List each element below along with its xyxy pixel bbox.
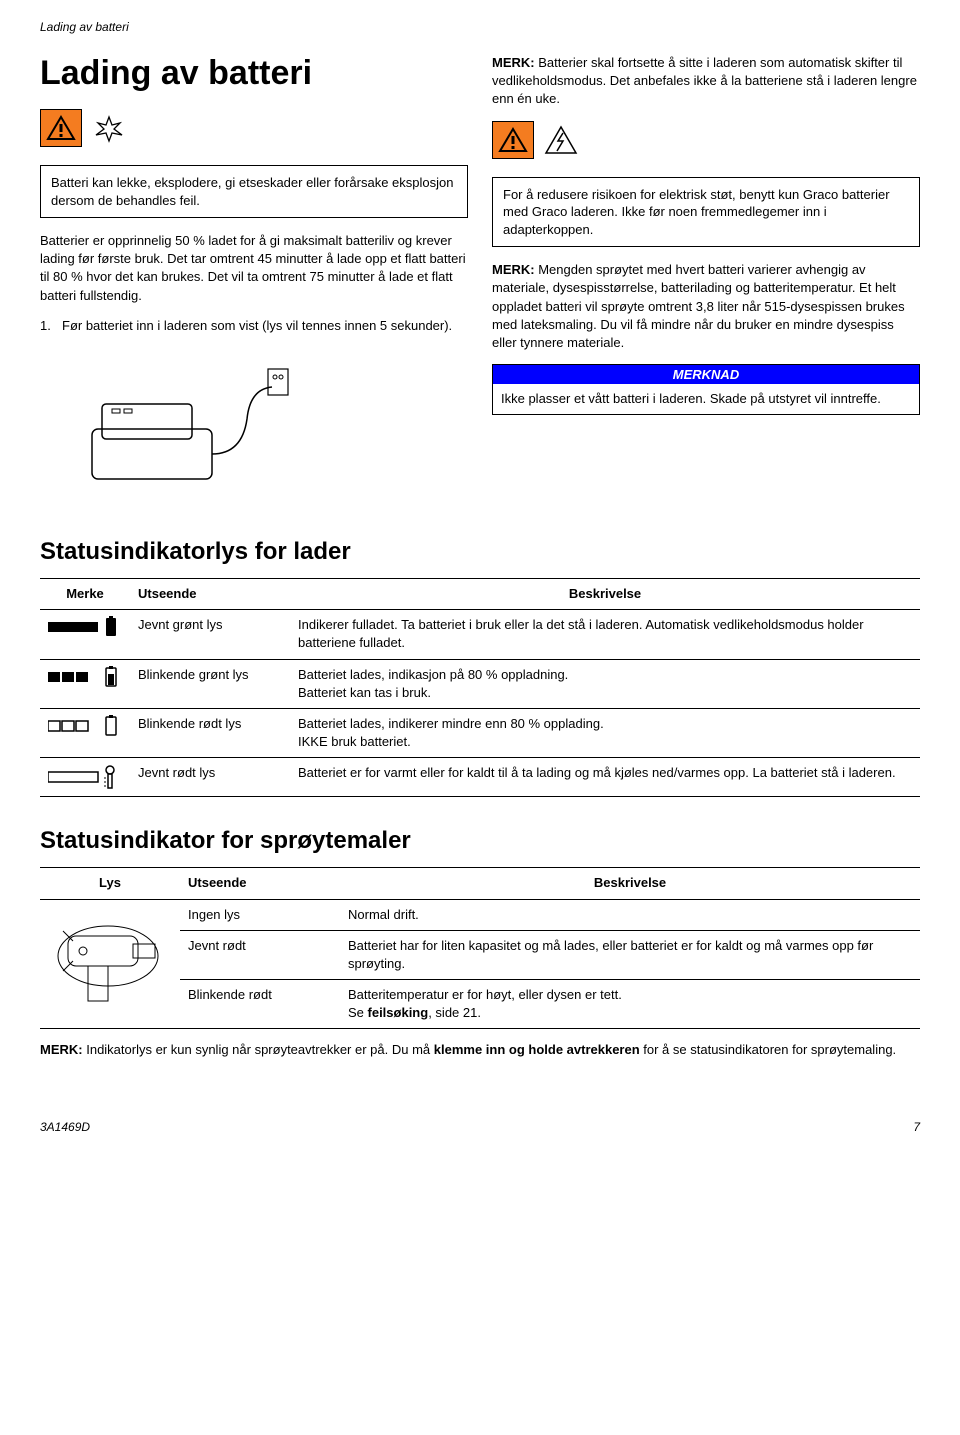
- t1-desc-1: Batteriet lades, indikasjon på 80 % oppl…: [290, 659, 920, 708]
- t1-h2: Utseende: [130, 579, 290, 610]
- table-row: Blinkende rødt lys Batteriet lades, indi…: [40, 708, 920, 757]
- t2-desc-1: Batteriet har for liten kapasitet og må …: [340, 930, 920, 979]
- shock-icon: [542, 122, 580, 158]
- t1-look-2: Blinkende rødt lys: [130, 708, 290, 757]
- indicator-icon-blink-green: [48, 666, 122, 688]
- warning-box-left: Batteri kan lekke, eksplodere, gi etsesk…: [40, 165, 468, 218]
- merknad-box: MERKNAD Ikke plasser et vått batteri i l…: [492, 364, 920, 415]
- t2-look-1: Jevnt rødt: [180, 930, 340, 979]
- warning-icons-left: [40, 109, 468, 147]
- warning-icons-right: [492, 121, 920, 159]
- footer-doc-id: 3A1469D: [40, 1120, 90, 1134]
- step-1-number: 1.: [40, 317, 62, 335]
- section1-title: Statusindikatorlys for lader: [40, 538, 920, 566]
- intro-merk-label: MERK:: [492, 55, 535, 70]
- t2-look-0: Ingen lys: [180, 899, 340, 930]
- charger-illustration: [62, 349, 302, 499]
- t2-look-2: Blinkende rødt: [180, 980, 340, 1029]
- warning-box-right: For å redusere risikoen for elektrisk st…: [492, 177, 920, 248]
- warning-triangle-icon: [40, 109, 82, 147]
- sprayer-status-table: Lys Utseende Beskrivelse: [40, 867, 920, 1029]
- table-row: Blinkende grønt lys Batteriet lades, ind…: [40, 659, 920, 708]
- table-row: Jevnt rødt lys Batteriet er for varmt el…: [40, 758, 920, 797]
- t1-h3: Beskrivelse: [290, 579, 920, 610]
- table-row: Ingen lys Normal drift.: [40, 899, 920, 930]
- t2-desc-2: Batteritemperatur er for høyt, eller dys…: [340, 980, 920, 1029]
- para-spray-info: MERK: Mengden sprøytet med hvert batteri…: [492, 261, 920, 352]
- t1-desc-0: Indikerer fulladet. Ta batteriet i bruk …: [290, 610, 920, 659]
- t2-desc-0: Normal drift.: [340, 899, 920, 930]
- step-1-text: Før batteriet inn i laderen som vist (ly…: [62, 317, 452, 335]
- note-after-bold1: MERK:: [40, 1042, 83, 1057]
- t2-h1: Lys: [40, 868, 180, 899]
- explosion-icon: [90, 110, 128, 146]
- page-header-small: Lading av batteri: [40, 20, 920, 34]
- note-after-bold2: klemme inn og holde avtrekkeren: [434, 1042, 640, 1057]
- charger-status-table: Merke Utseende Beskrivelse Jevnt grønt l…: [40, 578, 920, 797]
- warning-text-left: Batteri kan lekke, eksplodere, gi etsesk…: [51, 174, 457, 209]
- note-after-table: MERK: Indikatorlys er kun synlig når spr…: [40, 1041, 920, 1059]
- intro-merk: MERK: Batterier skal fortsette å sitte i…: [492, 54, 920, 109]
- table-row: Jevnt grønt lys Indikerer fulladet. Ta b…: [40, 610, 920, 659]
- indicator-icon-solid-red: [48, 764, 122, 790]
- t1-look-3: Jevnt rødt lys: [130, 758, 290, 797]
- sprayer-illustration: [48, 906, 168, 1016]
- t2-h3: Beskrivelse: [340, 868, 920, 899]
- t1-h1: Merke: [40, 579, 130, 610]
- merknad-body: Ikke plasser et vått batteri i laderen. …: [493, 384, 919, 414]
- warning-triangle-icon: [492, 121, 534, 159]
- t1-desc-2: Batteriet lades, indikerer mindre enn 80…: [290, 708, 920, 757]
- t1-look-1: Blinkende grønt lys: [130, 659, 290, 708]
- indicator-icon-blink-red: [48, 715, 122, 737]
- para-right-label: MERK:: [492, 262, 535, 277]
- indicator-icon-solid-green: [48, 616, 122, 638]
- t1-desc-3: Batteriet er for varmt eller for kaldt t…: [290, 758, 920, 797]
- t1-look-0: Jevnt grønt lys: [130, 610, 290, 659]
- merknad-heading: MERKNAD: [493, 365, 919, 384]
- section2-title: Statusindikator for sprøytemaler: [40, 827, 920, 855]
- warning-text-right: For å redusere risikoen for elektrisk st…: [503, 186, 909, 239]
- para-charging-info: Batterier er opprinnelig 50 % ladet for …: [40, 232, 468, 305]
- page-title: Lading av batteri: [40, 54, 468, 93]
- footer-page-number: 7: [913, 1120, 920, 1134]
- t2-h2: Utseende: [180, 868, 340, 899]
